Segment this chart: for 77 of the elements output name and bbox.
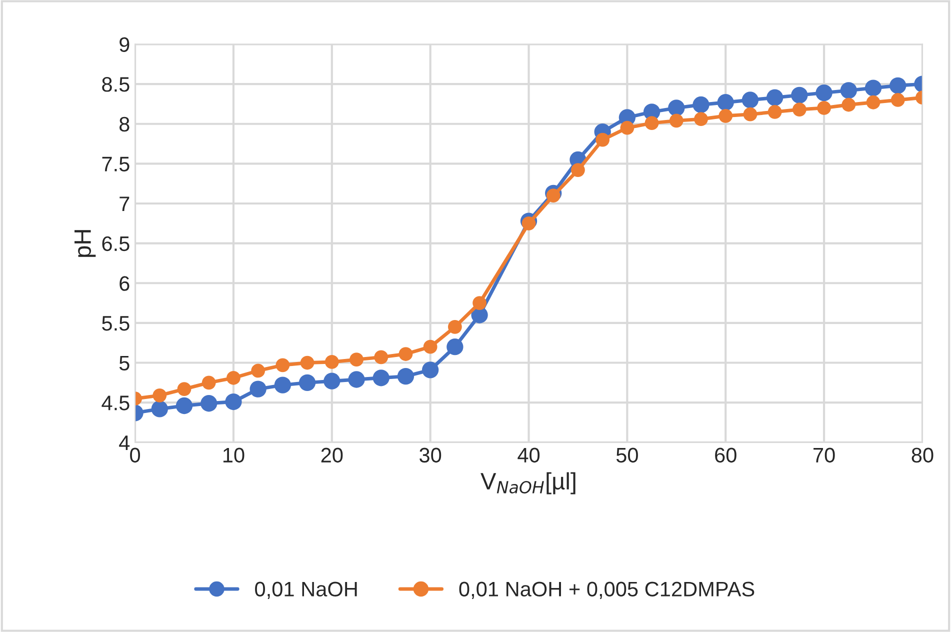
point (717, 94, 734, 111)
legend-label: 0,01 NaOH (255, 582, 357, 599)
point (372, 370, 390, 386)
x-tick-label: 80 (912, 448, 934, 463)
point (151, 400, 168, 418)
legend-label: 0,01 NaOH + 0,005 C12DMPAS (459, 582, 754, 599)
y-tick-label: 5 (119, 356, 130, 371)
point (202, 376, 216, 390)
y-tick-label: 8.5 (102, 77, 130, 92)
point (742, 92, 759, 108)
point (596, 132, 610, 147)
point (276, 358, 290, 372)
y-tick-label: 4 (119, 436, 130, 450)
point (176, 397, 193, 414)
point (300, 356, 314, 370)
x-tick-label: 50 (616, 448, 638, 463)
point (546, 188, 560, 202)
point (743, 107, 758, 122)
y-tick-label: 4.5 (102, 396, 130, 410)
point (200, 395, 218, 412)
point (644, 116, 659, 130)
point (692, 96, 710, 114)
point (298, 374, 316, 392)
point (446, 338, 464, 356)
point (251, 364, 266, 378)
y-tick-label: 6.5 (102, 236, 130, 252)
point (324, 355, 339, 369)
y-tick-label: 5.5 (102, 316, 130, 331)
y-tick-label: 9 (120, 37, 130, 52)
point (374, 350, 388, 364)
x-tick-label: 40 (518, 448, 540, 463)
point (472, 296, 486, 310)
point (250, 380, 266, 398)
x-axis-title: V$_{NaOH}$[µl] (480, 472, 576, 494)
point (840, 82, 857, 99)
point (842, 98, 856, 112)
point (669, 114, 684, 128)
point (226, 370, 240, 385)
x-tick-label: 30 (420, 448, 442, 463)
point (890, 93, 905, 107)
point (350, 352, 364, 367)
x-tick-label: 10 (223, 448, 244, 463)
point (766, 89, 784, 106)
x-tick-label: 70 (814, 448, 835, 463)
point (791, 86, 808, 104)
point (448, 320, 462, 334)
point (398, 347, 413, 361)
y-axis-title: pH (74, 230, 96, 257)
x-tick-label: 60 (715, 448, 736, 463)
point (817, 101, 831, 115)
y-tick-label: 7.5 (102, 156, 130, 172)
point (768, 104, 782, 119)
point (864, 80, 882, 96)
point (422, 362, 439, 378)
point (668, 100, 685, 116)
point (225, 393, 242, 410)
point (397, 368, 414, 385)
point (177, 382, 192, 396)
x-tick-label: 0 (130, 448, 140, 463)
point (816, 84, 832, 102)
point (522, 216, 536, 230)
point (620, 120, 634, 135)
point (718, 108, 733, 123)
point (423, 340, 438, 354)
point (274, 376, 292, 394)
point (866, 95, 880, 110)
point (152, 388, 167, 402)
point (890, 77, 906, 94)
y-tick-label: 7 (120, 196, 130, 212)
point (571, 163, 585, 178)
point (694, 112, 708, 126)
point (324, 372, 340, 390)
x-tick-label: 20 (321, 448, 343, 463)
point (792, 102, 806, 116)
y-tick-label: 6 (120, 276, 130, 291)
y-tick-label: 8 (120, 116, 130, 132)
point (348, 371, 365, 388)
